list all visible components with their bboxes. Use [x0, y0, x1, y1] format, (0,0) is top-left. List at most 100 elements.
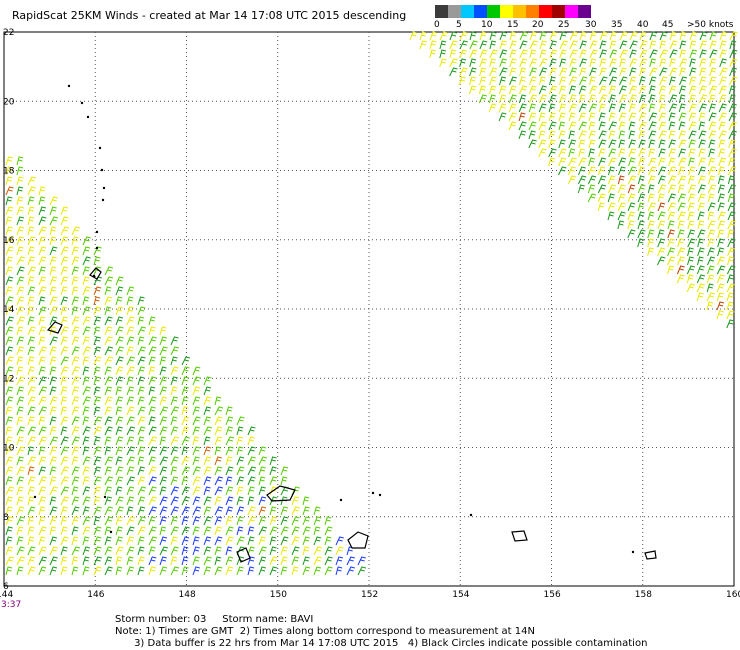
wind-barb [203, 386, 212, 396]
wind-barb [126, 306, 134, 316]
wind-barb [488, 103, 497, 113]
wind-barb [678, 130, 686, 140]
lat-tick-label: 20 [3, 97, 15, 107]
wind-barb [597, 202, 605, 212]
wind-barb [181, 556, 189, 566]
wind-barb [559, 40, 569, 50]
wind-barb [629, 76, 637, 86]
islet-dot [339, 498, 343, 502]
wind-barb [181, 406, 189, 416]
wind-barb [60, 326, 69, 336]
wind-barb [291, 546, 300, 556]
wind-barb [214, 396, 222, 406]
wind-barb [159, 516, 167, 526]
wind-barb [617, 211, 626, 221]
wind-barb [597, 175, 607, 185]
time-label: 3:37 [1, 600, 22, 610]
wind-barb [236, 476, 245, 486]
scale-label: >50 knots [687, 20, 734, 30]
wind-barb [280, 476, 288, 486]
wind-barb [148, 546, 156, 556]
wind-barb [719, 31, 728, 41]
scale-color-cell [474, 5, 487, 18]
wind-barb [608, 112, 616, 122]
wind-barb [718, 85, 727, 95]
lat-tick-label: 12 [3, 374, 14, 384]
wind-barb [27, 176, 36, 186]
wind-barb [5, 546, 14, 556]
wind-barb [60, 516, 68, 526]
wind-barb [667, 220, 675, 230]
wind-barb [137, 546, 145, 556]
wind-barb [666, 265, 675, 275]
wind-barb [225, 556, 234, 566]
wind-barb [71, 396, 80, 406]
wind-barb [71, 276, 79, 286]
wind-barb [588, 94, 596, 104]
wind-barb [324, 546, 333, 556]
wind-barb [126, 436, 135, 446]
wind-barb [27, 526, 35, 536]
wind-barb [609, 40, 617, 50]
wind-barb [508, 85, 517, 95]
wind-barb [539, 67, 548, 77]
wind-barb [60, 266, 69, 276]
wind-barb [27, 226, 35, 236]
wind-barb [115, 476, 124, 486]
wind-barb [699, 40, 707, 50]
wind-barb [203, 496, 212, 506]
wind-barb [659, 49, 668, 59]
wind-barb [258, 536, 266, 546]
wind-barb [716, 283, 725, 293]
wind-barb [529, 76, 537, 86]
wind-barb [669, 31, 677, 41]
wind-barb [49, 396, 58, 406]
wind-barb [608, 103, 616, 113]
wind-barb [648, 112, 658, 122]
wind-barb [104, 386, 113, 396]
wind-barb [459, 40, 468, 50]
wind-barb [5, 506, 13, 516]
wind-barb [719, 67, 728, 77]
wind-barb [115, 436, 124, 446]
wind-barb [588, 148, 595, 158]
wind-barb [16, 556, 26, 566]
wind-barb [104, 316, 113, 326]
wind-barb [489, 49, 498, 59]
wind-barb [668, 166, 677, 176]
wind-barb [419, 31, 427, 41]
wind-barb [599, 58, 607, 68]
wind-barb [688, 103, 697, 113]
wind-barb [170, 506, 179, 516]
wind-barb [93, 556, 102, 566]
wind-barb [159, 526, 167, 536]
wind-barb [181, 536, 190, 546]
wind-barb [60, 406, 68, 416]
lat-tick-label: 22 [3, 28, 14, 38]
scale-color-cell [500, 5, 513, 18]
wind-barb [49, 246, 58, 256]
wind-barb [677, 238, 685, 248]
wind-barb [5, 456, 14, 466]
wind-barb [479, 49, 488, 59]
wind-barb [225, 426, 233, 436]
wind-barb [214, 436, 223, 446]
wind-barb [104, 266, 114, 276]
wind-barb [637, 175, 645, 185]
wind-barb [82, 456, 91, 466]
wind-barb [49, 356, 57, 366]
wind-barb [689, 31, 697, 41]
wind-barb [280, 546, 288, 556]
wind-barb [104, 436, 112, 446]
wind-barb [528, 130, 536, 140]
wind-barb [60, 346, 69, 356]
wind-barb [115, 336, 124, 346]
wind-barb [258, 476, 266, 486]
wind-barb [71, 356, 80, 366]
wind-barb [627, 211, 635, 221]
wind-barb [488, 94, 496, 104]
wind-barb [699, 31, 708, 41]
wind-barb [93, 486, 102, 496]
wind-barb [93, 316, 102, 326]
wind-barb [489, 31, 497, 41]
